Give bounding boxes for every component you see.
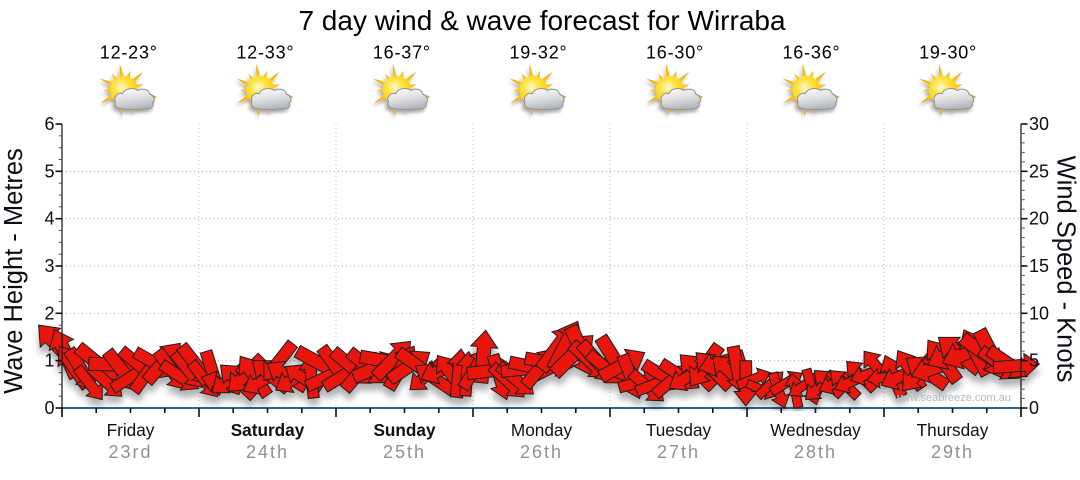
svg-text:Monday: Monday	[511, 420, 573, 440]
svg-text:Wednesday: Wednesday	[770, 420, 861, 440]
svg-text:Wind Speed - Knots: Wind Speed - Knots	[1052, 156, 1080, 383]
svg-text:16-36°: 16-36°	[782, 43, 840, 63]
svg-text:5: 5	[44, 161, 54, 181]
svg-text:12-23°: 12-23°	[100, 43, 158, 63]
svg-text:3: 3	[44, 256, 54, 276]
svg-text:23rd: 23rd	[108, 442, 152, 462]
svg-text:7 day wind & wave forecast for: 7 day wind & wave forecast for Wirraba	[298, 5, 786, 36]
svg-text:19-30°: 19-30°	[919, 43, 977, 63]
svg-text:16-37°: 16-37°	[373, 43, 431, 63]
svg-text:Saturday: Saturday	[231, 420, 305, 440]
svg-text:10: 10	[1029, 303, 1049, 323]
svg-text:Tuesday: Tuesday	[646, 420, 712, 440]
svg-text:15: 15	[1029, 256, 1049, 276]
svg-text:Friday: Friday	[107, 420, 155, 440]
svg-text:20: 20	[1029, 209, 1049, 229]
svg-text:www.seabreeze.com.au: www.seabreeze.com.au	[893, 392, 1011, 404]
svg-text:24th: 24th	[246, 442, 289, 462]
svg-text:29th: 29th	[931, 442, 974, 462]
svg-text:Sunday: Sunday	[373, 420, 436, 440]
svg-text:25: 25	[1029, 161, 1049, 181]
svg-text:1: 1	[44, 351, 54, 371]
svg-text:27th: 27th	[657, 442, 700, 462]
svg-text:16-30°: 16-30°	[646, 43, 704, 63]
svg-text:26th: 26th	[520, 442, 563, 462]
svg-text:4: 4	[44, 209, 54, 229]
svg-text:5: 5	[1029, 351, 1039, 371]
svg-text:2: 2	[44, 303, 54, 323]
svg-text:28th: 28th	[794, 442, 837, 462]
svg-text:0: 0	[1029, 398, 1039, 418]
svg-text:12-33°: 12-33°	[236, 43, 294, 63]
svg-text:0: 0	[44, 398, 54, 418]
svg-text:6: 6	[44, 114, 54, 134]
svg-text:30: 30	[1029, 114, 1049, 134]
svg-text:25th: 25th	[383, 442, 426, 462]
svg-text:Wave Height - Metres: Wave Height - Metres	[0, 148, 28, 394]
svg-text:Thursday: Thursday	[917, 420, 989, 440]
svg-text:19-32°: 19-32°	[509, 43, 567, 63]
